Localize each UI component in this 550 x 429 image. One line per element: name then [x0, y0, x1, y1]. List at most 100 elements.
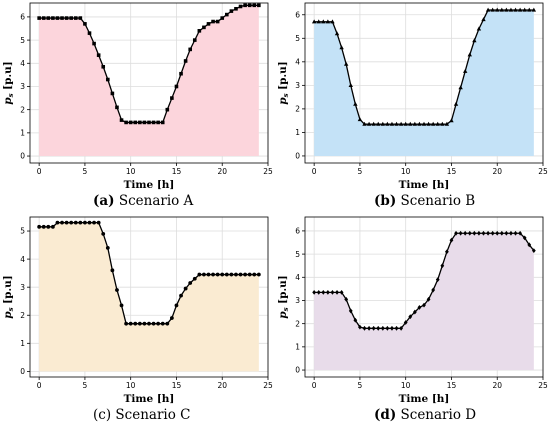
data-point: [115, 105, 119, 110]
data-point: [50, 224, 55, 229]
y-tick-label: 0: [20, 152, 25, 161]
x-tick-label: 5: [83, 381, 88, 390]
data-point: [335, 289, 339, 295]
data-point: [417, 121, 422, 126]
data-point: [73, 220, 78, 225]
data-point: [46, 224, 51, 229]
caption-scenario-a: (a) Scenario A: [93, 193, 193, 209]
data-point: [188, 47, 192, 52]
chart-scenario-a: 0 5 10 15 20 25 0 1 2 3 4 5 6 Time [h] ps [p.u]: [2, 2, 273, 191]
y-tick-label: 0: [20, 367, 25, 376]
data-point: [124, 120, 128, 125]
x-tick-label: 0: [312, 381, 317, 390]
data-point: [462, 68, 468, 73]
data-point: [430, 121, 436, 126]
data-point: [527, 7, 532, 12]
data-point: [449, 118, 454, 123]
data-point: [142, 321, 147, 326]
data-point: [339, 45, 344, 50]
data-point: [518, 230, 523, 236]
x-tick-label: 5: [83, 167, 88, 176]
series-area: [39, 5, 259, 157]
data-point: [96, 220, 101, 225]
data-point: [165, 321, 170, 326]
data-point: [426, 121, 431, 126]
x-axis-label: Time [h]: [399, 393, 450, 405]
x-tick-label: 10: [401, 167, 411, 176]
data-point: [243, 272, 248, 277]
chart-scenario-b: 0 5 10 15 20 25 0 1 2 3 4 5 6 Time [h] ps [p.u]: [277, 2, 548, 191]
chart-scenario-c: 0 5 10 15 20 25 0 1 2 3 4 5 Time [h] ps [p.u]: [2, 216, 273, 405]
data-point: [467, 230, 472, 236]
data-point: [495, 7, 500, 12]
data-point: [160, 120, 165, 125]
data-point: [220, 16, 225, 20]
data-point: [55, 16, 60, 20]
x-tick-label: 10: [126, 167, 136, 176]
data-point: [477, 230, 481, 236]
y-tick-label: 6: [295, 227, 300, 236]
y-tick-label: 0: [295, 152, 300, 161]
caption-text: Scenario B: [396, 193, 476, 209]
data-point: [486, 230, 490, 236]
data-point: [60, 16, 64, 20]
data-point: [531, 7, 537, 12]
data-point: [394, 325, 399, 331]
data-point: [247, 3, 252, 8]
y-tick-label: 2: [20, 105, 25, 114]
data-point: [495, 230, 500, 236]
data-point: [490, 7, 495, 12]
data-point: [128, 120, 133, 125]
data-point: [83, 22, 87, 26]
y-tick-label: 3: [295, 81, 300, 90]
data-point: [206, 272, 211, 277]
data-point: [243, 3, 247, 8]
data-point: [115, 288, 119, 292]
y-axis-label: ps [p.u]: [277, 61, 290, 105]
data-point: [133, 120, 138, 125]
caption-letter: (c): [93, 407, 112, 423]
data-point: [472, 38, 477, 43]
data-point: [421, 121, 427, 126]
x-tick-label: 20: [217, 167, 227, 176]
data-point: [238, 4, 243, 9]
data-point: [390, 325, 394, 331]
data-point: [147, 321, 151, 326]
data-point: [531, 248, 536, 254]
data-point: [371, 325, 376, 331]
data-point: [147, 120, 151, 125]
data-point: [440, 121, 445, 126]
data-point: [256, 272, 261, 277]
data-point: [83, 220, 87, 225]
data-point: [238, 272, 243, 277]
y-axis-label: ps [p.u]: [2, 275, 15, 319]
caption-letter: (a): [93, 193, 115, 209]
data-point: [119, 118, 124, 122]
data-point: [174, 303, 179, 308]
y-tick-label: 5: [295, 34, 300, 43]
data-point: [504, 7, 509, 12]
data-point: [385, 121, 390, 126]
data-point: [64, 220, 69, 225]
x-tick-label: 15: [172, 167, 182, 176]
data-point: [60, 220, 64, 225]
data-point: [389, 121, 395, 126]
data-point: [412, 309, 417, 315]
data-point: [422, 302, 426, 308]
data-point: [183, 59, 188, 63]
data-point: [444, 121, 450, 126]
data-point: [137, 321, 142, 326]
data-point: [224, 272, 229, 277]
data-point: [472, 230, 477, 236]
data-point: [403, 121, 408, 126]
data-point: [202, 25, 206, 30]
data-point: [96, 53, 101, 57]
y-tick-label: 4: [295, 58, 300, 67]
data-point: [417, 305, 422, 310]
data-point: [247, 272, 252, 277]
y-tick-label: 1: [295, 343, 300, 352]
y-tick-label: 2: [295, 105, 300, 114]
y-tick-label: 1: [20, 339, 25, 348]
data-point: [64, 16, 69, 20]
data-point: [431, 287, 436, 293]
